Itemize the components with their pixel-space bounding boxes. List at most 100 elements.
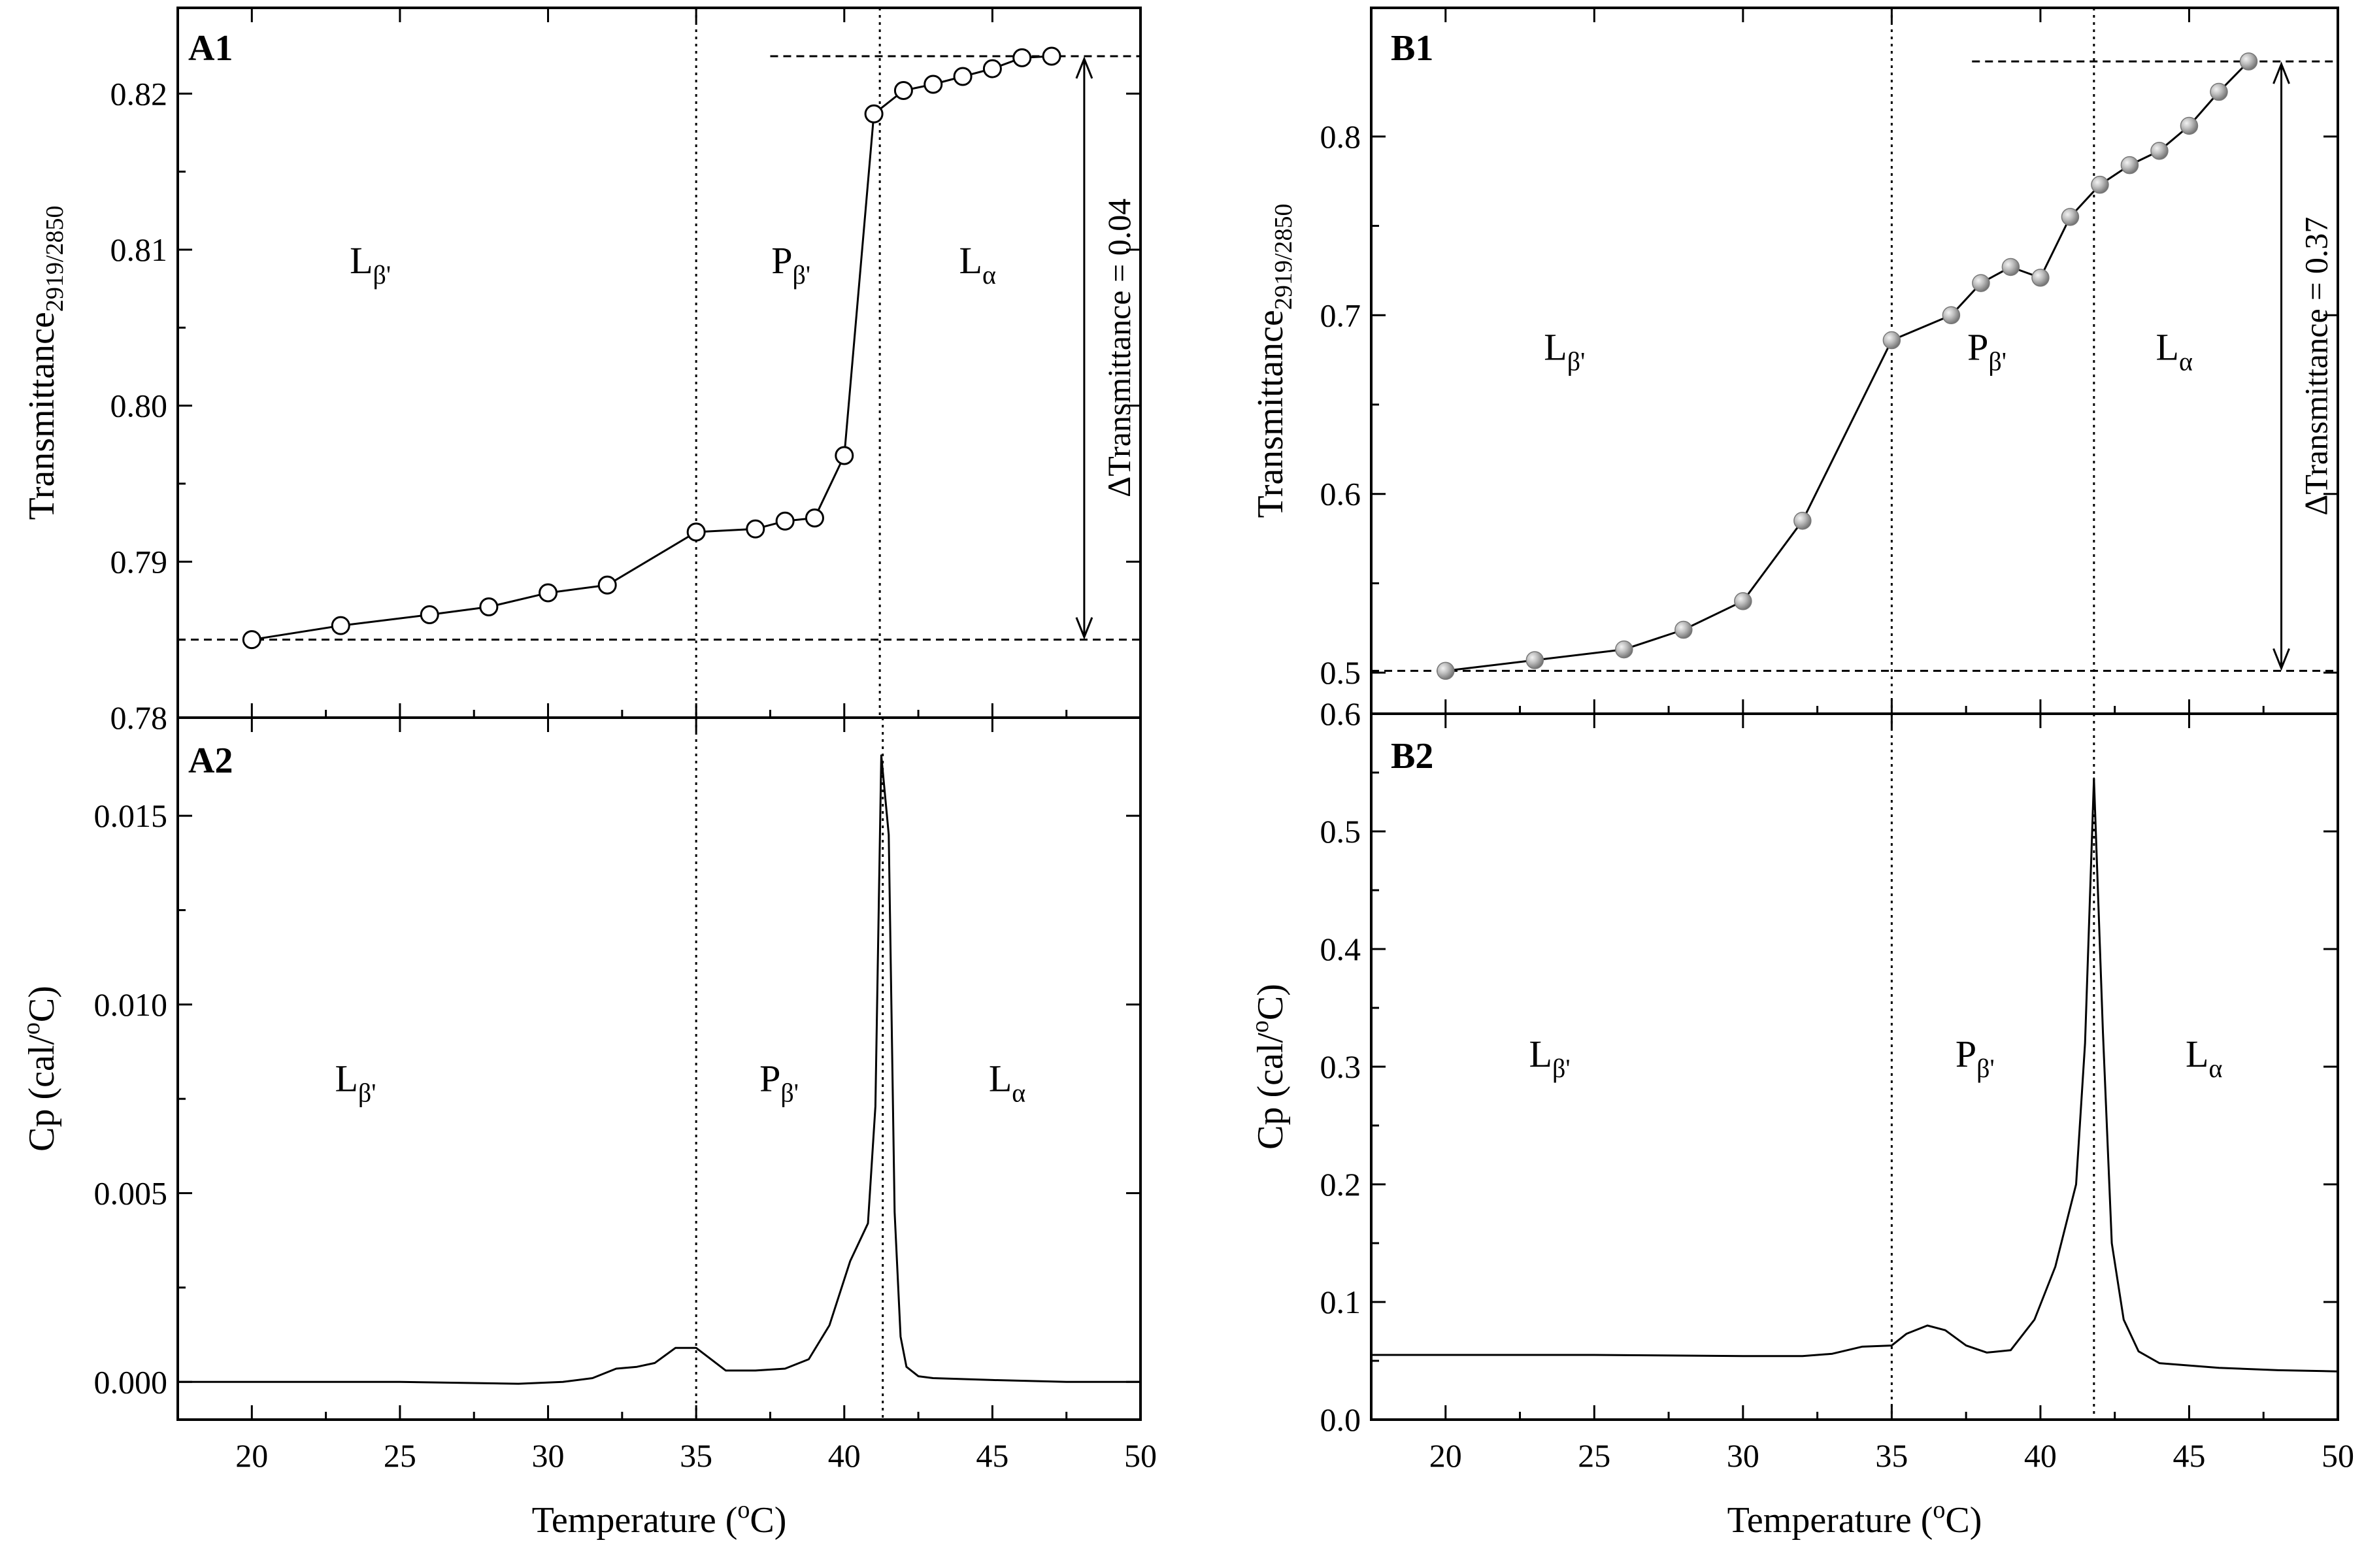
data-point bbox=[2150, 141, 2169, 160]
data-point bbox=[1012, 48, 1032, 67]
data-point bbox=[2180, 116, 2199, 135]
y-tick-label: 0.78 bbox=[110, 699, 168, 736]
y-axis-title: Transmittance2919/2850 bbox=[1250, 204, 1297, 518]
y-tick-label: 0.1 bbox=[1320, 1284, 1361, 1320]
y-tick-label: 0.6 bbox=[1320, 695, 1361, 732]
phase-label: Pβ' bbox=[1967, 326, 2006, 376]
data-point bbox=[1042, 46, 1061, 66]
data-point bbox=[1972, 274, 1990, 292]
x-tick-label: 50 bbox=[1124, 1437, 1157, 1474]
panel-a2: A2 0.000 0.005 0.010 0.015 20 25 30 35 40 45 50 Tem… bbox=[18, 716, 1157, 1541]
y-tick-label: 0.5 bbox=[1320, 813, 1361, 850]
data-point bbox=[1882, 331, 1901, 350]
data-line bbox=[178, 754, 1140, 1385]
delta-transmittance-label: ΔTransmittance = 0.37 bbox=[2298, 217, 2335, 516]
data-point bbox=[2061, 208, 2080, 226]
x-tick-label: 40 bbox=[2024, 1437, 2057, 1474]
phase-label: Lβ' bbox=[1529, 1033, 1571, 1083]
data-point bbox=[539, 583, 558, 603]
x-tick-label: 35 bbox=[680, 1437, 712, 1474]
data-point bbox=[835, 446, 854, 465]
data-point bbox=[746, 519, 765, 539]
data-point bbox=[893, 81, 913, 101]
phase-label: Lα bbox=[989, 1058, 1025, 1108]
data-point bbox=[420, 605, 439, 624]
y-tick-label: 0.7 bbox=[1320, 297, 1361, 333]
delta-arrow-head-up bbox=[1075, 56, 1093, 79]
data-point bbox=[775, 511, 795, 531]
phase-label: Pβ' bbox=[759, 1058, 799, 1108]
x-tick-label: 20 bbox=[1429, 1437, 1462, 1474]
data-point bbox=[2239, 52, 2258, 71]
data-point bbox=[1942, 306, 1961, 325]
delta-transmittance-label: ΔTransmittance = 0.04 bbox=[1101, 199, 1137, 497]
data-point bbox=[2120, 156, 2139, 175]
phase-label: Pβ' bbox=[771, 239, 810, 290]
x-tick-label: 30 bbox=[1727, 1437, 1759, 1474]
data-point bbox=[1525, 651, 1544, 669]
y-tick-label: 0.015 bbox=[94, 797, 168, 834]
x-tick-label: 45 bbox=[2173, 1437, 2205, 1474]
delta-arrow-head-down bbox=[1075, 617, 1093, 640]
y-tick-label: 0.5 bbox=[1320, 654, 1361, 691]
y-tick-label: 0.010 bbox=[94, 986, 168, 1023]
y-tick-label: 0.4 bbox=[1320, 931, 1361, 967]
data-point bbox=[982, 59, 1002, 78]
phase-label: Lβ' bbox=[335, 1058, 376, 1108]
y-tick-label: 0.82 bbox=[110, 75, 168, 112]
phase-label: Lα bbox=[2156, 326, 2193, 376]
x-tick-label: 30 bbox=[532, 1437, 565, 1474]
y-axis-title: Cp (cal/oC) bbox=[18, 986, 62, 1152]
data-point bbox=[2001, 258, 2020, 276]
data-point bbox=[1734, 592, 1752, 610]
x-tick-label: 50 bbox=[2322, 1437, 2354, 1474]
x-tick-label: 20 bbox=[235, 1437, 268, 1474]
phase-label: Lα bbox=[959, 239, 996, 290]
data-line bbox=[1371, 777, 2339, 1373]
data-point bbox=[2031, 269, 2050, 287]
x-axis-title: Temperature (oC) bbox=[1727, 1496, 1982, 1541]
plot-frame bbox=[176, 716, 1142, 1421]
x-tick-label: 35 bbox=[1875, 1437, 1908, 1474]
panel-label: A1 bbox=[188, 28, 233, 69]
phase-label: Lβ' bbox=[1544, 326, 1585, 376]
data-point bbox=[953, 67, 973, 86]
y-tick-label: 0.81 bbox=[110, 231, 168, 268]
data-point bbox=[2091, 175, 2109, 194]
y-tick-label: 0.80 bbox=[110, 388, 168, 424]
y-tick-label: 0.000 bbox=[94, 1363, 168, 1400]
data-point bbox=[479, 597, 499, 617]
x-tick-label: 45 bbox=[976, 1437, 1008, 1474]
x-tick-label: 25 bbox=[384, 1437, 416, 1474]
y-tick-label: 0.79 bbox=[110, 543, 168, 580]
panel-label: A2 bbox=[188, 741, 233, 781]
data-point bbox=[242, 630, 261, 650]
data-point bbox=[924, 75, 943, 94]
data-point bbox=[1437, 661, 1455, 680]
delta-arrow-head-down bbox=[2272, 648, 2290, 671]
y-tick-label: 0.005 bbox=[94, 1175, 168, 1212]
y-axis-title: Transmittance2919/2850 bbox=[22, 206, 69, 520]
panel-label: B1 bbox=[1391, 28, 1433, 69]
y-axis-title: Cp (cal/oC) bbox=[1246, 984, 1291, 1150]
data-point bbox=[805, 508, 824, 527]
panel-a1: A1 0.78 0.79 0.80 0.81 0.82 Transmittance2919… bbox=[22, 7, 1142, 736]
delta-arrow-head-up bbox=[2272, 61, 2290, 84]
phase-label: Lβ' bbox=[350, 239, 391, 290]
data-point bbox=[1793, 511, 1812, 530]
data-point bbox=[1674, 620, 1693, 639]
x-tick-label: 40 bbox=[828, 1437, 861, 1474]
data-point bbox=[864, 104, 884, 124]
panel-label: B2 bbox=[1391, 736, 1433, 776]
y-tick-label: 0.0 bbox=[1320, 1401, 1361, 1438]
x-axis-title: Temperature (oC) bbox=[532, 1496, 787, 1541]
phase-label: Lα bbox=[2186, 1033, 2222, 1083]
phase-label: Pβ' bbox=[1956, 1033, 1995, 1083]
y-tick-label: 0.8 bbox=[1320, 118, 1361, 155]
y-tick-label: 0.2 bbox=[1320, 1166, 1361, 1203]
panel-b1: B1 0.5 0.6 0.7 0.8 Transmittance2919/2850 ΔTr… bbox=[1250, 7, 2339, 715]
y-tick-label: 0.6 bbox=[1320, 476, 1361, 512]
data-point bbox=[686, 522, 706, 542]
data-point bbox=[331, 616, 350, 635]
